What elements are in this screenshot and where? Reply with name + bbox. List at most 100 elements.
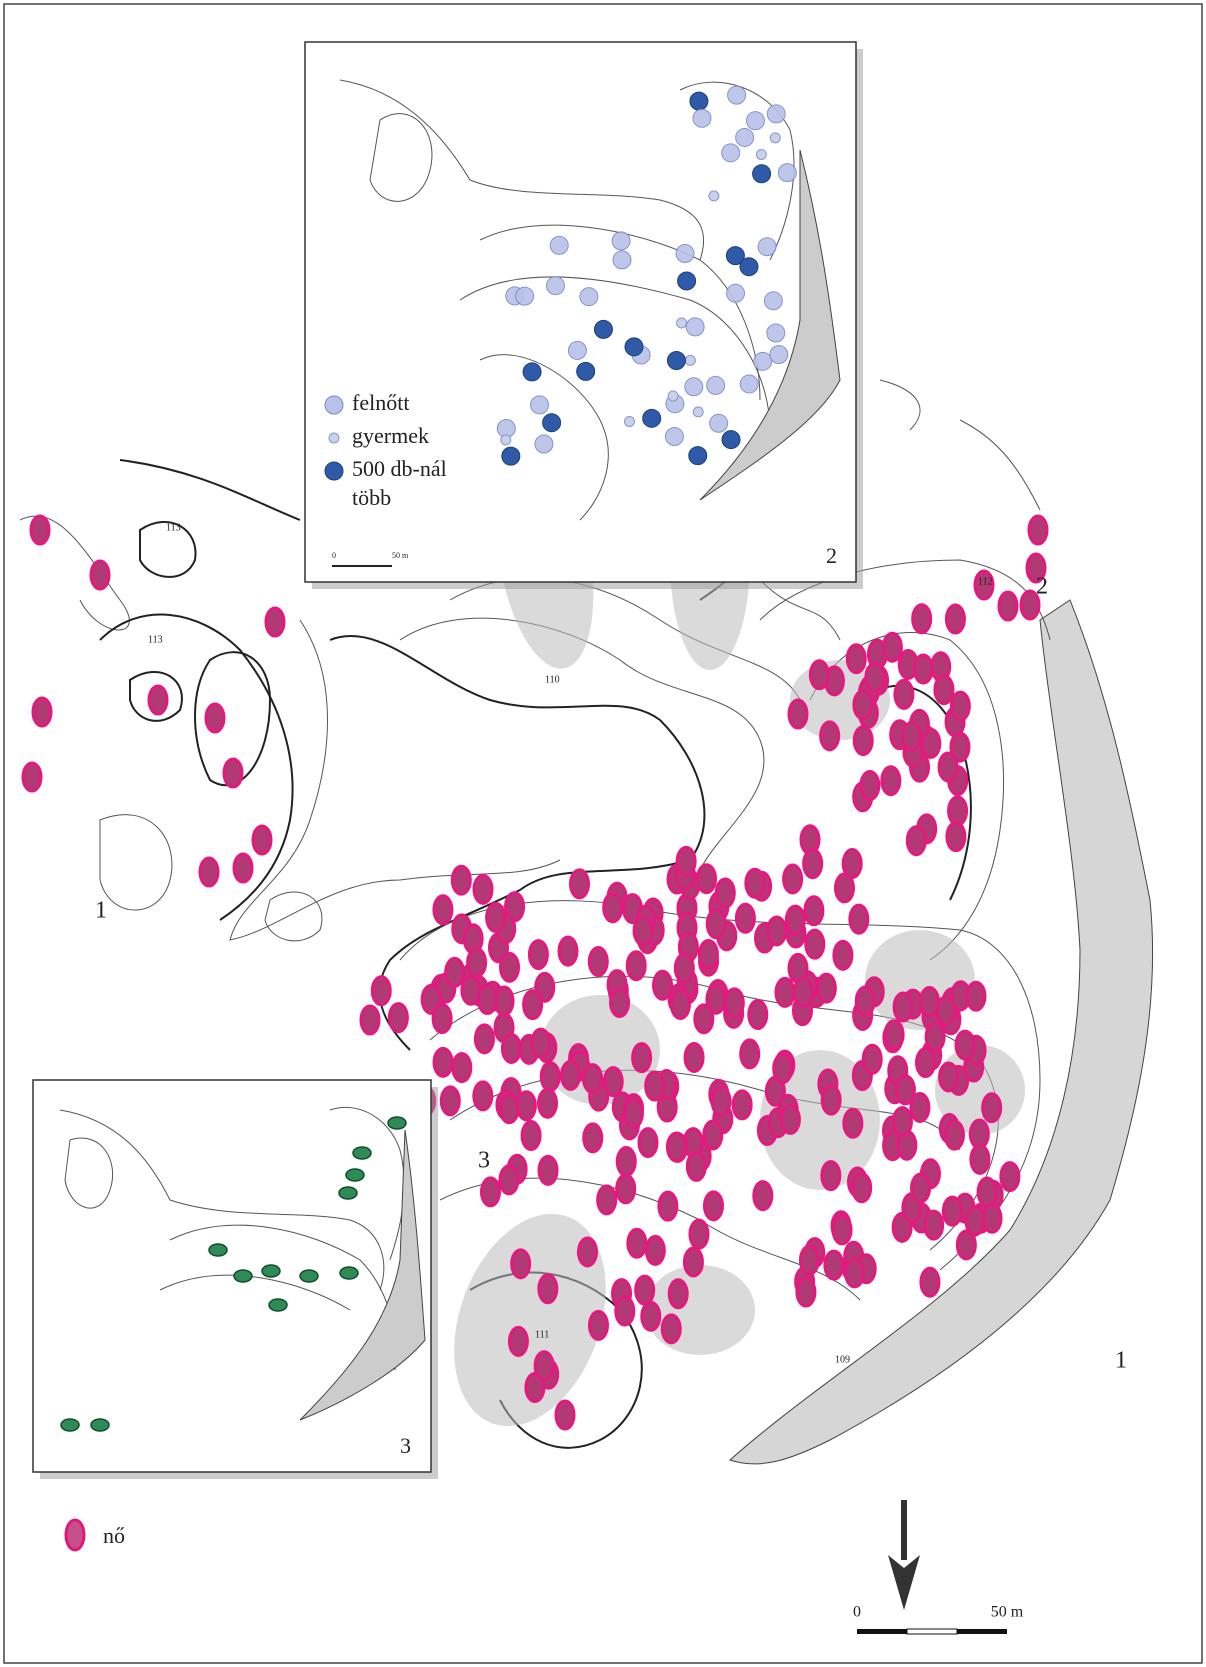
burial-marker — [803, 895, 825, 927]
burial-marker — [89, 559, 111, 591]
contour-label: 110 — [545, 674, 560, 685]
burial-marker — [545, 276, 565, 296]
burial-marker — [692, 406, 704, 418]
north-arrow — [888, 1500, 920, 1610]
burial-marker — [883, 1019, 905, 1051]
burial-marker — [772, 1053, 794, 1085]
contour — [329, 634, 706, 1051]
contour-label: 113 — [148, 634, 163, 645]
contour — [809, 632, 1004, 961]
burial-marker — [652, 969, 674, 1001]
burial-marker — [935, 995, 957, 1027]
inset-map: 3 — [32, 1079, 438, 1479]
burial-marker — [710, 1085, 732, 1117]
burial-marker — [387, 1002, 409, 1034]
burial-marker — [530, 1027, 552, 1059]
burial-marker — [905, 825, 927, 857]
burial-marker — [522, 362, 542, 382]
burial-marker — [864, 661, 886, 693]
burial-marker — [631, 1042, 653, 1074]
burial-marker — [954, 1029, 976, 1061]
burial-marker — [444, 956, 466, 988]
burial-marker — [755, 149, 767, 161]
burial-marker — [949, 690, 971, 722]
burial-marker — [667, 1278, 689, 1310]
burial-marker — [820, 1084, 842, 1116]
burial-marker — [537, 1273, 559, 1305]
burial-marker — [831, 1214, 853, 1246]
burial-marker — [774, 976, 796, 1008]
burial-marker — [593, 319, 613, 339]
burial-marker — [735, 127, 755, 147]
burial-marker — [560, 1059, 582, 1091]
find-marker — [268, 1298, 288, 1312]
burial-marker — [854, 985, 876, 1017]
contour-label: 113 — [166, 522, 181, 533]
find-marker — [261, 1264, 281, 1278]
contour — [679, 81, 795, 261]
burial-marker — [769, 132, 781, 144]
burial-marker — [637, 1127, 659, 1159]
burial-marker — [861, 1043, 883, 1075]
burial-marker — [721, 143, 741, 163]
burial-marker — [894, 1074, 916, 1106]
burial-marker — [964, 1205, 986, 1237]
burial-marker — [976, 1176, 998, 1208]
contour — [194, 651, 272, 787]
burial-marker — [721, 430, 741, 450]
burial-marker — [955, 1229, 977, 1261]
burial-marker — [1025, 552, 1047, 584]
area-label: 2 — [1036, 574, 1048, 600]
burial-marker — [683, 1041, 705, 1073]
legend-symbol — [324, 461, 344, 481]
burial-marker — [359, 1004, 381, 1036]
burial-marker — [819, 720, 841, 752]
burial-marker — [479, 1176, 501, 1208]
legend-label: gyermek — [352, 423, 429, 448]
burial-marker — [624, 337, 644, 357]
burial-marker — [527, 939, 549, 971]
burial-marker — [739, 374, 759, 394]
contour — [459, 276, 771, 431]
burial-marker — [702, 1190, 724, 1222]
burial-marker — [981, 1202, 1003, 1234]
burial-marker — [476, 984, 498, 1016]
burial-marker — [777, 163, 797, 183]
burial-marker — [892, 991, 914, 1023]
scale-label: 50 m — [991, 1604, 1024, 1621]
scale-label: 0 — [332, 551, 336, 560]
burial-marker — [688, 1218, 710, 1250]
burial-marker — [745, 111, 765, 131]
burial-marker — [626, 1227, 648, 1259]
legend-label: felnőtt — [352, 390, 409, 415]
burial-marker — [611, 231, 631, 251]
burial-marker — [485, 901, 507, 933]
find-marker — [233, 1269, 253, 1283]
burial-marker — [893, 678, 915, 710]
burial-marker — [251, 824, 273, 856]
scale-bar — [332, 565, 392, 567]
burial-marker — [689, 91, 709, 111]
contour — [879, 379, 921, 431]
burial-marker — [752, 1180, 774, 1212]
scale-bar — [857, 1628, 1007, 1635]
burial-marker — [804, 928, 826, 960]
cluster-shade — [454, 1213, 606, 1427]
contour — [129, 670, 183, 722]
burial-marker — [943, 1119, 965, 1151]
burial-marker — [757, 237, 777, 257]
area-label: 3 — [478, 1148, 490, 1174]
burial-marker — [941, 1195, 963, 1227]
burial-marker — [431, 1003, 453, 1035]
burial-marker — [766, 915, 788, 947]
contour — [888, 1555, 920, 1610]
find-marker — [345, 1168, 365, 1182]
burial-marker — [587, 1309, 609, 1341]
contour — [59, 1109, 385, 1291]
burial-marker — [623, 415, 635, 427]
contour — [339, 79, 705, 261]
burial-marker — [739, 1038, 761, 1070]
burial-marker — [622, 1097, 644, 1129]
burial-marker — [1027, 514, 1049, 546]
